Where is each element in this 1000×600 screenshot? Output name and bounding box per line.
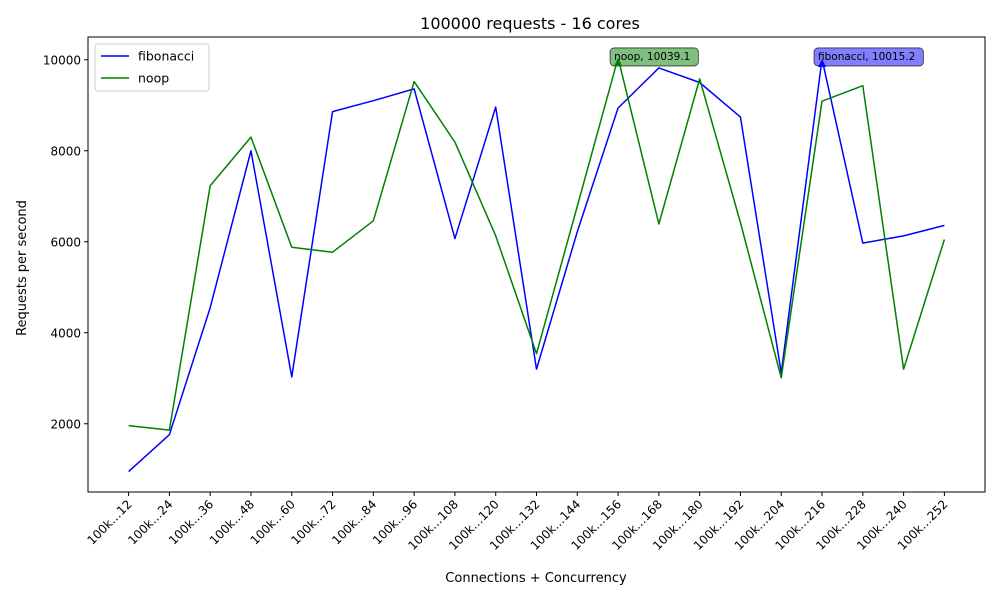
series-line-noop [128,57,946,431]
y-tick-label: 10000 [43,53,81,67]
annotation-arrow-head [614,57,623,66]
annotation-fibonacci: fibonacci, 10015.2 [813,47,924,68]
data-point-fibonacci [903,235,905,237]
y-tick-label: 4000 [50,326,81,340]
data-point-noop [780,377,782,379]
data-point-noop [739,222,741,224]
data-point-fibonacci [250,150,252,152]
data-point-fibonacci [372,100,374,102]
data-point-noop [250,136,252,138]
data-point-fibonacci [209,307,211,309]
chart-title: 100000 requests - 16 cores [420,14,640,33]
data-point-noop [903,368,905,370]
data-point-noop [943,238,945,240]
data-point-noop [699,78,701,80]
data-point-noop [168,429,170,431]
data-point-noop [821,100,823,102]
data-point-fibonacci [454,238,456,240]
data-point-noop [413,81,415,83]
series-line-fibonacci [128,58,945,473]
annotation-arrow-head [818,59,827,68]
y-axis-label: Requests per second [15,200,30,336]
plot-frame [87,36,986,493]
legend-label-fibonacci: fibonacci [138,49,194,64]
y-tick-label: 2000 [50,417,81,431]
annotation-box [813,47,924,67]
data-point-fibonacci [862,242,864,244]
y-tick-label: 8000 [50,144,81,158]
data-point-fibonacci [536,368,538,370]
data-point-noop [495,235,497,237]
data-point-fibonacci [332,111,334,113]
data-point-noop [209,185,211,187]
y-tick-label: 6000 [50,235,81,249]
data-point-fibonacci [617,107,619,109]
data-point-noop [576,205,578,207]
data-point-noop [332,251,334,253]
annotation-noop: noop, 10039.1 [609,47,699,67]
annotation-box [609,47,699,67]
data-point-fibonacci [168,434,170,436]
plot-area: noop, 10039.1 fibonacci, 10015.2 2000 4000 6… [43,36,986,553]
data-point-noop [658,223,660,225]
data-point-noop [372,220,374,222]
data-point-fibonacci [943,224,945,226]
data-point-noop [454,141,456,143]
data-point-fibonacci [128,471,130,473]
annotation-label: fibonacci, 10015.2 [818,51,915,63]
data-point-fibonacci [576,231,578,233]
legend: fibonacci noop [94,43,210,92]
data-point-noop [128,425,130,427]
data-point-fibonacci [739,116,741,118]
x-axis-label: Connections + Concurrency [445,571,627,586]
data-point-noop [536,353,538,355]
legend-label-noop: noop [138,71,169,86]
annotation-label: noop, 10039.1 [614,51,690,63]
data-point-noop [291,246,293,248]
data-point-fibonacci [291,376,293,378]
data-point-fibonacci [413,88,415,90]
data-point-fibonacci [495,106,497,108]
data-point-noop [862,85,864,87]
data-point-fibonacci [658,67,660,69]
